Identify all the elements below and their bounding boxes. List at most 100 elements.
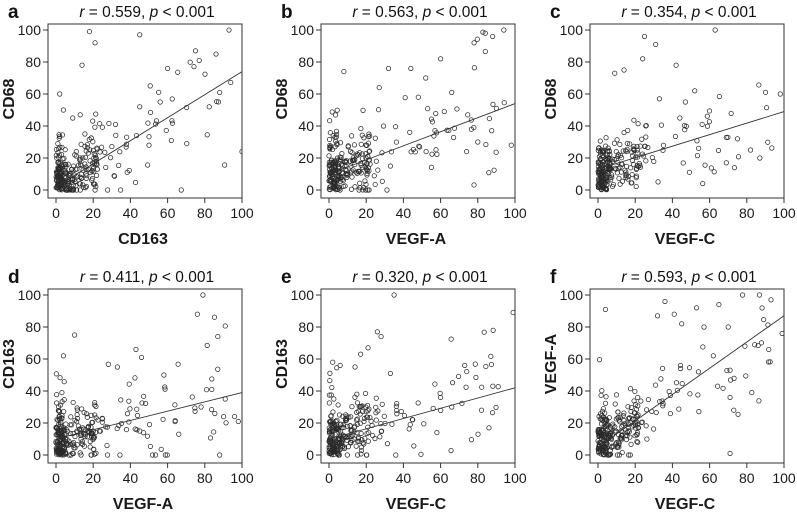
- data-point: [116, 162, 122, 168]
- data-point: [471, 182, 477, 188]
- data-point: [603, 441, 610, 447]
- data-point: [598, 421, 605, 427]
- data-point: [94, 145, 100, 151]
- y-tick-label: 60: [25, 86, 41, 102]
- data-point: [695, 392, 701, 398]
- x-tick-label: 0: [325, 470, 333, 486]
- x-tick-label: 60: [702, 470, 718, 486]
- data-point: [643, 122, 649, 129]
- data-point: [59, 144, 65, 150]
- data-point: [636, 160, 642, 166]
- data-point: [235, 418, 241, 424]
- data-point: [597, 446, 603, 452]
- data-point: [349, 168, 355, 174]
- data-point: [674, 387, 680, 393]
- data-point: [734, 136, 741, 142]
- data-point: [731, 165, 737, 171]
- data-point: [76, 181, 83, 187]
- data-point: [602, 410, 608, 416]
- data-point: [766, 346, 772, 353]
- data-point: [391, 292, 397, 298]
- data-point: [621, 67, 627, 73]
- data-point: [341, 424, 347, 431]
- data-point: [339, 150, 345, 157]
- data-point: [678, 365, 684, 372]
- data-point: [370, 432, 376, 439]
- data-point: [408, 65, 414, 71]
- data-point: [92, 155, 99, 161]
- data-point: [410, 146, 416, 153]
- data-point: [640, 56, 646, 62]
- x-tick-label: 80: [739, 470, 755, 486]
- data-point: [343, 159, 349, 165]
- data-point: [715, 147, 722, 154]
- data-point: [388, 149, 395, 155]
- data-point: [720, 385, 726, 391]
- data-point: [361, 441, 367, 447]
- data-point: [692, 88, 698, 94]
- x-axis-label: CD163: [118, 231, 168, 248]
- data-point: [163, 127, 169, 134]
- data-point: [694, 153, 701, 159]
- data-point: [724, 368, 730, 374]
- data-point: [438, 394, 444, 400]
- data-point: [489, 410, 496, 416]
- data-point: [596, 433, 602, 439]
- data-point: [603, 394, 609, 400]
- data-point: [344, 171, 351, 177]
- data-point: [416, 143, 422, 149]
- regression-line: [328, 387, 516, 440]
- y-tick-label: 80: [298, 54, 314, 70]
- data-point: [617, 141, 623, 148]
- data-point: [769, 145, 775, 151]
- data-point: [682, 99, 688, 105]
- data-point: [638, 398, 644, 404]
- data-point: [356, 187, 362, 193]
- data-point: [765, 359, 772, 365]
- y-tick-label: 40: [298, 383, 314, 399]
- data-point: [610, 421, 616, 427]
- data-point: [74, 412, 80, 418]
- data-point: [381, 413, 387, 419]
- data-point: [334, 365, 340, 371]
- data-point: [200, 292, 206, 298]
- data-point: [599, 162, 606, 168]
- data-point: [653, 41, 659, 47]
- data-point: [694, 305, 700, 311]
- data-point: [327, 437, 334, 443]
- data-point: [603, 143, 609, 149]
- data-point: [686, 365, 693, 371]
- y-tick-label: 20: [25, 150, 41, 166]
- regression-line: [597, 315, 785, 448]
- data-point: [357, 150, 363, 156]
- data-point: [603, 152, 609, 158]
- data-point: [406, 426, 412, 432]
- y-axis-label: CD163: [1, 339, 18, 389]
- data-point: [335, 174, 341, 180]
- data-point: [222, 323, 228, 329]
- data-point: [624, 140, 630, 147]
- data-point: [96, 428, 103, 434]
- data-point: [597, 179, 603, 185]
- data-point: [93, 450, 99, 456]
- data-point: [73, 153, 79, 159]
- data-point: [165, 65, 171, 71]
- data-point: [655, 179, 661, 185]
- data-point: [204, 387, 210, 393]
- data-point: [202, 71, 208, 77]
- data-point: [764, 105, 770, 111]
- data-point: [423, 75, 429, 81]
- data-point: [172, 402, 178, 408]
- x-tick-label: 100: [503, 470, 527, 486]
- data-point: [603, 135, 609, 141]
- data-point: [332, 144, 338, 150]
- data-point: [624, 149, 630, 155]
- data-point: [342, 183, 348, 189]
- data-point: [604, 417, 610, 423]
- y-tick-label: 80: [25, 319, 41, 335]
- y-tick-label: 40: [25, 383, 41, 399]
- y-tick-label: 40: [298, 118, 314, 134]
- data-point: [365, 438, 371, 444]
